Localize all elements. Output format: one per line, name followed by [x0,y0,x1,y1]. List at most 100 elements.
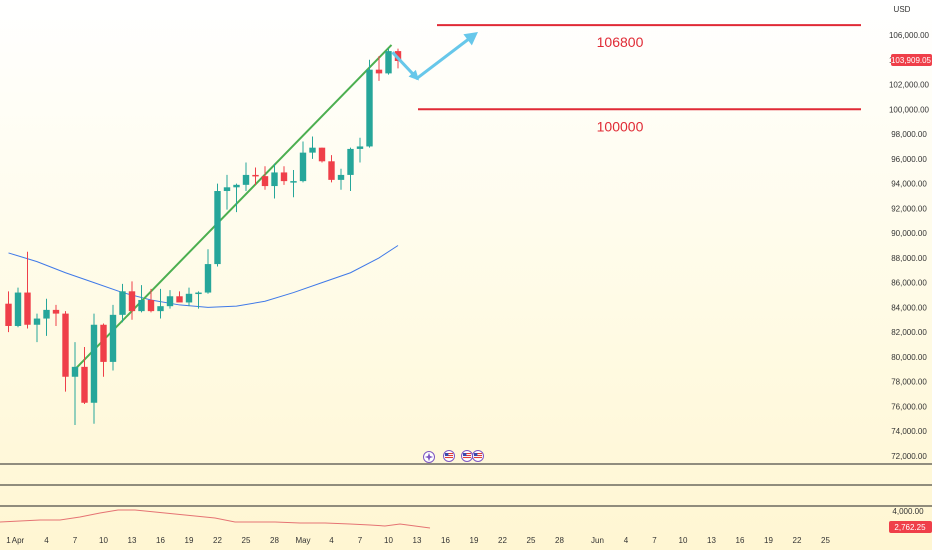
y-tick-label: 74,000.00 [891,427,927,436]
candle-body [290,181,297,183]
candle[interactable] [347,147,354,192]
candle-body [100,324,107,362]
candle[interactable] [271,163,278,199]
candle[interactable] [5,291,12,333]
candle-body [128,291,136,312]
y-tick-label: 76,000.00 [891,402,927,411]
candle-body [185,293,193,303]
candle-body [252,174,259,177]
indicator-axis-label: 4,000.00 [892,507,924,516]
indicator-pane [0,509,431,529]
candle-body [157,306,164,312]
candle[interactable] [290,169,297,198]
last-price-badge [891,54,932,66]
candle[interactable] [366,59,373,148]
y-tick-label: 100,000.00 [889,105,930,114]
x-tick-label: 13 [128,536,137,545]
candle[interactable] [138,285,145,313]
candle[interactable] [81,347,88,404]
candle[interactable] [33,313,41,343]
candle[interactable] [356,137,364,163]
candle[interactable] [195,291,202,309]
projection-arrowhead[interactable] [408,69,420,81]
candle[interactable] [14,287,22,328]
x-tick-label: 4 [624,536,629,545]
projection-arrow-line[interactable] [391,33,475,80]
x-tick-label: 10 [679,536,688,545]
x-tick-label: 1 [6,536,11,545]
y-axis-ticks: 106,000.00104,000.00102,000.00100,000.00… [889,31,930,461]
x-tick-label: Jun [591,536,604,545]
candle[interactable] [185,287,193,307]
candle-body [166,296,174,307]
candle-body [242,174,250,185]
candle[interactable] [261,166,269,190]
candle[interactable] [233,183,240,213]
x-tick-label: 25 [242,536,251,545]
candle[interactable] [328,155,335,183]
candles-group [5,48,402,426]
x-tick-label: 7 [73,536,78,545]
candle[interactable] [214,183,221,267]
candle-body [90,324,98,403]
candle[interactable] [62,311,69,392]
candle[interactable] [309,136,316,159]
candle-body [24,292,31,325]
candle[interactable] [280,166,288,185]
candle[interactable] [119,283,126,323]
y-tick-label: 92,000.00 [891,204,927,213]
y-tick-label: 86,000.00 [891,279,927,288]
sparkle-event-icon[interactable] [423,451,435,463]
x-tick-label: 16 [156,536,165,545]
us-flag-event-icon[interactable] [461,450,473,462]
candle[interactable] [299,141,307,183]
x-tick-label: 4 [44,536,49,545]
candle[interactable] [24,251,31,329]
candle-body [62,313,69,377]
candle[interactable] [109,304,117,371]
x-tick-label: 10 [384,536,393,545]
candle[interactable] [71,342,79,426]
candle-body [33,318,41,325]
x-tick-label: 16 [736,536,745,545]
candle-body [71,366,79,377]
candle[interactable] [52,304,60,326]
x-tick-label: 7 [358,536,363,545]
candle[interactable] [385,48,392,75]
projection-arrow-group[interactable] [391,31,478,81]
candle[interactable] [242,162,250,192]
x-tick-label: 7 [652,536,657,545]
candle-body [309,147,316,153]
candle-body [375,69,383,74]
candle-body [14,292,22,326]
candle[interactable] [100,323,107,377]
candle-body [271,172,278,187]
candle[interactable] [90,313,98,424]
candle[interactable] [223,174,231,210]
moving-average-group [8,245,399,308]
x-tick-label: 4 [329,536,334,545]
trendline[interactable] [74,44,393,371]
candle[interactable] [252,167,259,185]
candle-body [299,152,307,182]
candle[interactable] [318,147,326,163]
us-flag-event-icon[interactable] [443,450,455,462]
candle[interactable] [204,249,212,294]
candle-body [366,69,373,147]
y-tick-label: 82,000.00 [891,328,927,337]
x-tick-label: 25 [821,536,830,545]
candle[interactable] [157,288,164,319]
candle[interactable] [337,168,345,190]
candle[interactable] [166,290,174,309]
levels-group[interactable]: 106800 100000 [418,24,861,134]
candle[interactable] [375,56,383,81]
projection-arrowhead[interactable] [463,31,478,46]
candle[interactable] [128,281,136,320]
candle[interactable] [147,288,155,313]
us-flag-event-icon[interactable] [472,450,484,462]
candle[interactable] [43,298,50,336]
candle[interactable] [176,291,183,303]
x-tick-label: 22 [793,536,802,545]
trendline-group[interactable] [74,44,393,371]
